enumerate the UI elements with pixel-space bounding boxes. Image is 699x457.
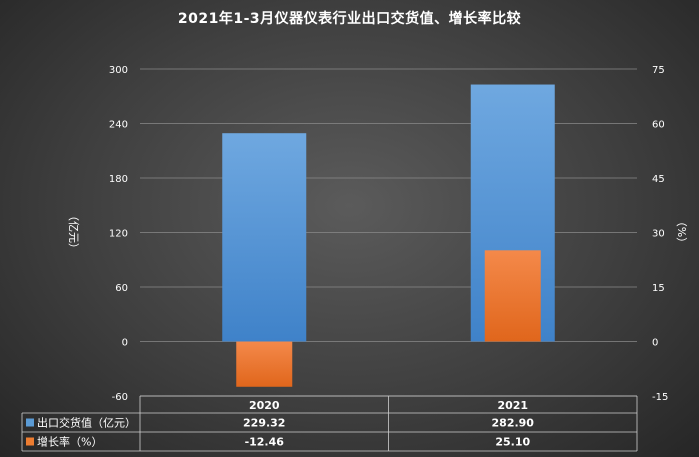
left-tick-label: -60 <box>112 392 128 403</box>
table-value-cell: -12.46 <box>245 436 285 449</box>
right-tick-label: 60 <box>652 120 665 131</box>
gridlines <box>140 68 637 397</box>
legend-series-name: 出口交货值（亿元） <box>37 416 136 430</box>
legend-swatch <box>26 418 34 427</box>
left-tick-label: 240 <box>109 120 128 131</box>
legend-series-name: 增长率（%） <box>37 435 102 449</box>
table-value-cell: 282.90 <box>492 417 535 430</box>
right-tick-label: 0 <box>652 338 658 349</box>
left-tick-label: 300 <box>109 65 128 76</box>
data-table: 2020 2021 出口交货值（亿元） 229.32 282.90 增长率（%） -12.4… <box>21 395 638 452</box>
legend-swatch <box>26 437 34 446</box>
right-tick-label: -15 <box>652 392 668 403</box>
chart-title: 2021年1-3月仪器仪表行业出口交货值、增长率比较 <box>177 11 522 27</box>
right-axis-title: （%） <box>675 216 688 248</box>
right-axis-ticks: -15 0 15 30 45 60 75 <box>652 65 668 403</box>
left-axis-ticks: -60 0 60 120 180 240 300 <box>109 65 128 403</box>
left-tick-label: 180 <box>109 174 128 185</box>
right-tick-label: 75 <box>652 65 665 76</box>
left-tick-label: 120 <box>109 229 128 240</box>
right-tick-label: 30 <box>652 229 665 240</box>
bar-growth-rate-2021 <box>484 250 541 342</box>
table-value-cell: 229.32 <box>243 417 285 430</box>
table-category-label: 2020 <box>249 399 280 412</box>
table-value-cell: 25.10 <box>495 436 530 449</box>
left-tick-label: 0 <box>122 338 128 349</box>
bars <box>222 84 555 387</box>
right-tick-label: 15 <box>652 283 665 294</box>
left-tick-label: 60 <box>115 283 128 294</box>
left-axis-title: （亿元） <box>67 210 80 254</box>
right-tick-label: 45 <box>652 174 665 185</box>
bar-export-value-2020 <box>222 133 307 342</box>
table-category-label: 2021 <box>497 399 528 412</box>
bar-growth-rate-2020 <box>236 341 293 387</box>
